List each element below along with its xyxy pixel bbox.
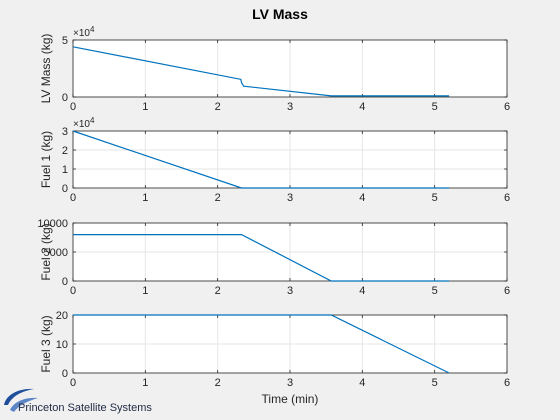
subplots-group: 0 1 2 3 4 5 6 0 5 ×104 LV Mass (kg) 0 1 2 3 4 5 6 0 1 2 3 ×104… bbox=[37, 25, 510, 389]
x-tick-label: 2 bbox=[215, 101, 221, 113]
x-tick-label: 1 bbox=[142, 192, 148, 204]
subplot-1: 0 1 2 3 4 5 6 0 5 ×104 LV Mass (kg) bbox=[39, 25, 510, 113]
x-tick-label: 0 bbox=[70, 192, 76, 204]
y-tick-label: 0 bbox=[62, 368, 68, 380]
x-tick-label: 5 bbox=[432, 101, 438, 113]
y-axis-label: Fuel 2 (kg) bbox=[39, 223, 53, 280]
x-tick-label: 2 bbox=[215, 377, 221, 389]
logo-swoosh-icon bbox=[4, 388, 34, 405]
y-tick-label: 3 bbox=[62, 126, 68, 138]
y-exponent-label: ×104 bbox=[73, 25, 95, 39]
y-tick-label: 5 bbox=[62, 35, 68, 47]
y-tick-label: 0 bbox=[62, 183, 68, 195]
y-tick-label: 5000 bbox=[44, 247, 68, 259]
x-tick-label: 0 bbox=[70, 377, 76, 389]
y-axis-label: Fuel 1 (kg) bbox=[39, 131, 53, 188]
x-tick-label: 3 bbox=[287, 101, 293, 113]
y-axis-label: Fuel 3 (kg) bbox=[39, 315, 53, 372]
x-tick-label: 4 bbox=[359, 192, 365, 204]
x-tick-label: 1 bbox=[142, 377, 148, 389]
x-tick-label: 0 bbox=[70, 101, 76, 113]
logo-text: Princeton Satellite Systems bbox=[18, 402, 152, 414]
x-tick-label: 6 bbox=[504, 101, 510, 113]
x-tick-label: 4 bbox=[359, 377, 365, 389]
x-tick-label: 4 bbox=[359, 101, 365, 113]
x-tick-label: 0 bbox=[70, 285, 76, 297]
x-tick-label: 5 bbox=[432, 192, 438, 204]
x-tick-label: 1 bbox=[142, 101, 148, 113]
y-tick-label: 0 bbox=[62, 92, 68, 104]
y-tick-label: 1 bbox=[62, 164, 68, 176]
y-tick-label: 10000 bbox=[37, 218, 68, 230]
y-exponent-power: 4 bbox=[90, 116, 95, 125]
subplot-2: 0 1 2 3 4 5 6 0 1 2 3 ×104 Fuel 1 (kg) bbox=[39, 116, 510, 204]
y-tick-label: 2 bbox=[62, 145, 68, 157]
figure-title: LV Mass bbox=[252, 6, 308, 22]
series-line-1 bbox=[72, 46, 450, 97]
logo-swoosh-inner-icon bbox=[10, 397, 38, 412]
series-line-1 bbox=[72, 130, 450, 189]
x-tick-label: 4 bbox=[359, 285, 365, 297]
company-logo: Princeton Satellite Systems bbox=[4, 388, 152, 414]
series-line-1 bbox=[73, 314, 450, 374]
x-tick-label: 5 bbox=[432, 377, 438, 389]
x-tick-label: 1 bbox=[142, 285, 148, 297]
series-line-1 bbox=[73, 234, 450, 282]
y-tick-label: 0 bbox=[62, 276, 68, 288]
x-tick-label: 3 bbox=[287, 192, 293, 204]
x-tick-label: 3 bbox=[287, 377, 293, 389]
y-axis-label: LV Mass (kg) bbox=[39, 34, 53, 104]
x-axis-label: Time (min) bbox=[262, 392, 319, 406]
y-exponent-label: ×104 bbox=[73, 116, 95, 130]
x-tick-label: 6 bbox=[504, 192, 510, 204]
y-tick-label: 20 bbox=[56, 310, 68, 322]
x-tick-label: 2 bbox=[215, 192, 221, 204]
y-tick-label: 10 bbox=[56, 339, 68, 351]
x-tick-label: 2 bbox=[215, 285, 221, 297]
y-exponent-power: 4 bbox=[90, 25, 95, 34]
x-tick-label: 5 bbox=[432, 285, 438, 297]
x-tick-label: 3 bbox=[287, 285, 293, 297]
x-tick-label: 6 bbox=[504, 285, 510, 297]
x-tick-label: 6 bbox=[504, 377, 510, 389]
